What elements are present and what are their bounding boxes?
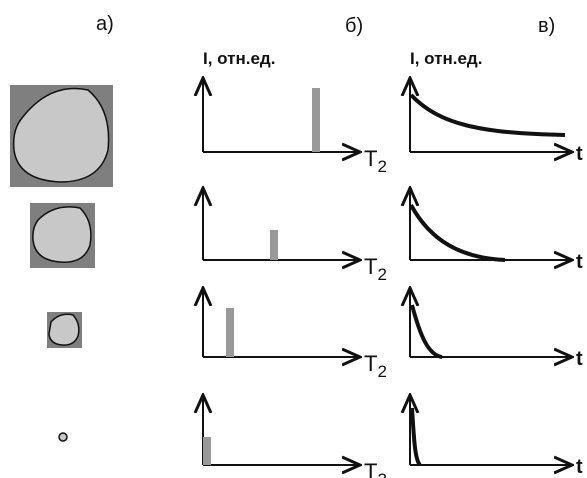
x-axis-label-sub: 2 (377, 470, 386, 478)
y-axis-label: I, отн.ед. (203, 49, 275, 68)
rows: T2tT2tT2tT2t (203, 78, 583, 478)
x-axis-label: t (576, 143, 583, 165)
x-axis-label: T2 (364, 351, 387, 381)
panel-label: б) (345, 15, 363, 37)
decay-curve (409, 204, 506, 262)
decay-curve (410, 304, 443, 359)
x-axis-label: t (576, 456, 583, 478)
pores (10, 85, 113, 442)
bar (226, 308, 234, 357)
x-axis-label: T2 (364, 459, 387, 478)
decay-curve (409, 93, 566, 137)
bar (270, 230, 278, 260)
pore (32, 206, 92, 263)
x-axis-label: T2 (364, 146, 387, 176)
x-axis-label-sub: 2 (377, 265, 386, 284)
x-axis-label-sub: 2 (377, 362, 386, 381)
x-axis-label-main: T (364, 254, 377, 279)
bar (312, 88, 320, 152)
x-axis-label-main: T (364, 146, 377, 171)
pore (48, 313, 80, 346)
panel-label: в) (538, 15, 555, 37)
pore (12, 87, 110, 183)
x-axis-label: T2 (364, 254, 387, 284)
y-axis-label: I, отн.ед. (410, 49, 482, 68)
x-axis-label-sub: 2 (377, 157, 386, 176)
x-axis-label: t (576, 348, 583, 370)
x-axis-label: t (576, 251, 583, 273)
x-axis-label-main: T (364, 459, 377, 478)
decay-curve (410, 407, 422, 467)
x-axis-label-main: T (364, 351, 377, 376)
panel-label: а) (96, 13, 114, 35)
pore (58, 432, 68, 442)
bar (203, 437, 211, 465)
